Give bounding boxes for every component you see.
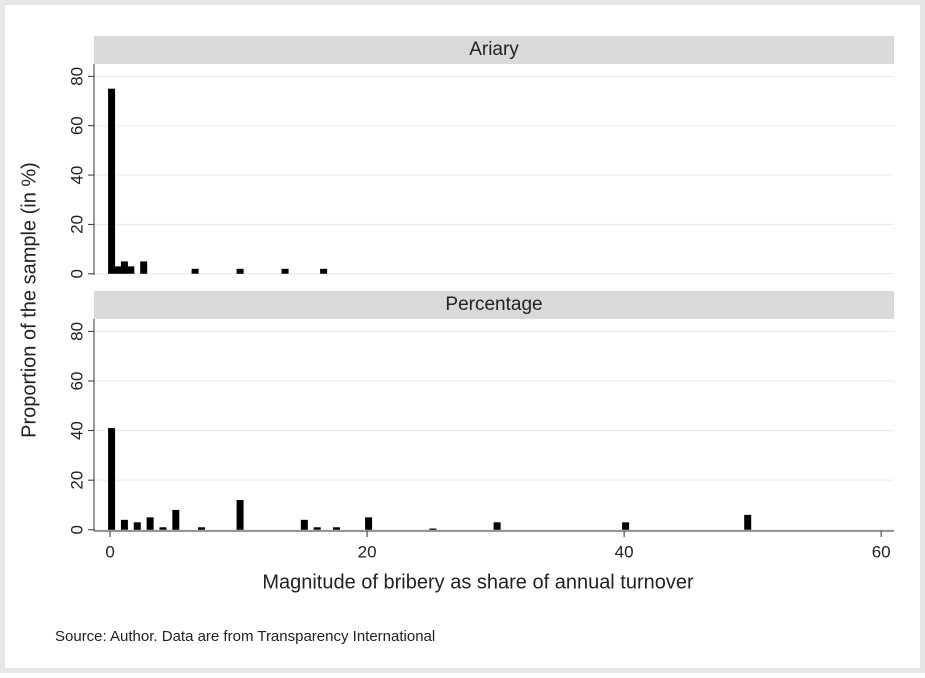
strip xyxy=(94,36,894,64)
y-tick-label: 0 xyxy=(67,269,86,278)
y-tick-label: 60 xyxy=(67,372,86,391)
bar xyxy=(365,517,373,530)
bar xyxy=(108,88,116,274)
bar xyxy=(332,527,340,530)
bar xyxy=(281,268,289,274)
panel-title: Ariary xyxy=(469,39,519,60)
bar xyxy=(236,500,244,530)
bar xyxy=(120,261,128,274)
x-tick-label: 20 xyxy=(358,542,377,561)
bar xyxy=(622,522,630,530)
bar xyxy=(313,527,321,530)
y-tick-label: 20 xyxy=(67,215,86,234)
y-tick-label: 20 xyxy=(67,471,86,490)
bar xyxy=(429,528,437,530)
x-tick-label: 0 xyxy=(105,542,114,561)
x-axis-label: Magnitude of bribery as share of annual … xyxy=(262,571,694,593)
y-tick-label: 40 xyxy=(67,421,86,440)
bar xyxy=(120,519,128,530)
x-tick-label: 60 xyxy=(872,542,891,561)
bar xyxy=(191,268,199,274)
x-tick-label: 40 xyxy=(615,542,634,561)
bar xyxy=(172,509,180,530)
bar xyxy=(159,527,167,530)
strip xyxy=(94,291,894,319)
y-axis-label: Proportion of the sample (in %) xyxy=(18,162,40,438)
panel-title: Percentage xyxy=(445,294,542,315)
bar xyxy=(493,522,501,530)
bar xyxy=(114,266,122,274)
y-tick-label: 80 xyxy=(67,67,86,86)
bar xyxy=(320,268,328,274)
y-tick-label: 60 xyxy=(67,116,86,135)
y-tick-label: 80 xyxy=(67,322,86,341)
bar xyxy=(140,261,148,274)
bar xyxy=(127,266,135,274)
y-tick-label: 0 xyxy=(67,525,86,534)
bar xyxy=(198,527,206,530)
bar xyxy=(236,268,244,274)
source-note: Source: Author. Data are from Transparen… xyxy=(55,628,435,645)
bar xyxy=(133,522,141,530)
bar xyxy=(744,514,752,530)
bar xyxy=(146,517,154,530)
bar xyxy=(300,519,308,530)
bar xyxy=(108,428,116,530)
y-tick-label: 40 xyxy=(67,166,86,185)
